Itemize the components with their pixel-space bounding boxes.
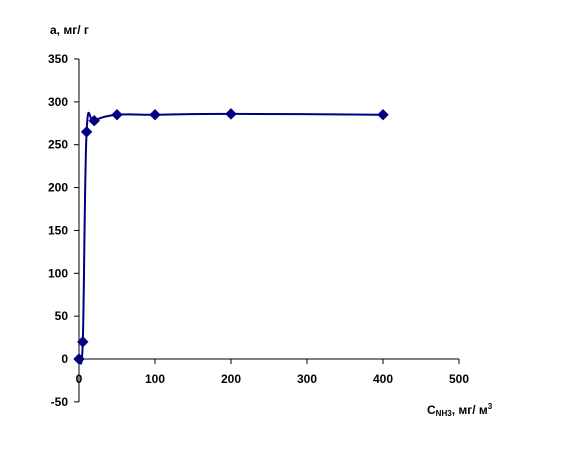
y-axis-title: а, мг/ г [50, 23, 89, 37]
y-tick-label: 50 [55, 309, 69, 323]
x-tick-label: 300 [297, 372, 317, 386]
data-point-marker [111, 109, 123, 121]
y-tick-label: 200 [48, 181, 68, 195]
x-tick-label: 400 [373, 372, 393, 386]
x-axis-title: CNH3, мг/ м3 [427, 402, 493, 418]
x-tick-label: 100 [145, 372, 165, 386]
series-layer [73, 108, 389, 365]
data-point-marker [80, 126, 93, 138]
y-tick-label: 150 [48, 223, 68, 237]
x-tick-label: 0 [76, 372, 83, 386]
x-tick-label: 500 [449, 372, 469, 386]
data-point-marker [377, 109, 389, 121]
data-point-marker [88, 115, 100, 127]
data-point-marker [73, 353, 85, 365]
y-tick-label: 300 [48, 95, 68, 109]
x-tick-label: 200 [221, 372, 241, 386]
data-point-marker [77, 336, 89, 348]
x-axis: 0 100 200 300 400 500 [76, 358, 469, 386]
y-tick-label: 100 [48, 266, 68, 280]
data-point-marker [149, 109, 161, 121]
y-tick-label: 350 [48, 52, 68, 66]
y-tick-label: 250 [48, 138, 68, 152]
series-line [78, 111, 384, 365]
y-tick-label: -50 [51, 395, 69, 409]
y-tick-label: 0 [61, 352, 68, 366]
y-axis: -50 0 50 100 150 200 250 300 350 [48, 52, 80, 409]
data-point-marker [225, 108, 237, 120]
